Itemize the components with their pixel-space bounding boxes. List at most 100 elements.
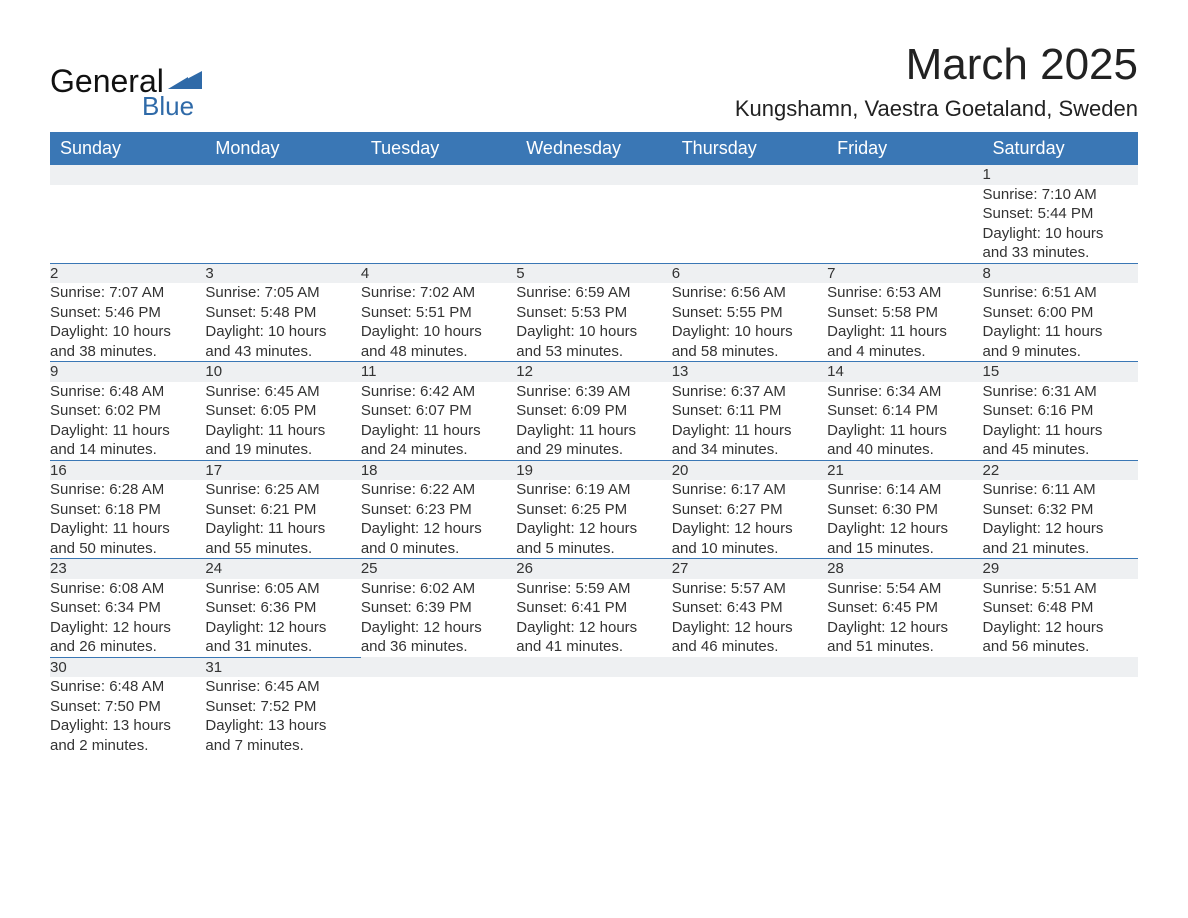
sunrise-text: Sunrise: 7:02 AM bbox=[361, 283, 516, 303]
daylight-text: and 43 minutes. bbox=[205, 342, 360, 362]
empty-cell bbox=[827, 165, 982, 185]
weekday-header-cell: Saturday bbox=[983, 132, 1138, 165]
day-details: Sunrise: 6:14 AMSunset: 6:30 PMDaylight:… bbox=[827, 480, 982, 559]
day-number: 2 bbox=[50, 263, 205, 283]
daylight-text: Daylight: 12 hours bbox=[672, 618, 827, 638]
sunset-text: Sunset: 6:41 PM bbox=[516, 598, 671, 618]
sunset-text: Sunset: 5:44 PM bbox=[983, 204, 1138, 224]
daylight-text: Daylight: 12 hours bbox=[516, 519, 671, 539]
sunrise-text: Sunrise: 6:02 AM bbox=[361, 579, 516, 599]
day-number: 11 bbox=[361, 362, 516, 382]
brand-sub: Blue bbox=[142, 91, 202, 122]
weekday-header-cell: Monday bbox=[205, 132, 360, 165]
weekday-header-cell: Tuesday bbox=[361, 132, 516, 165]
sunset-text: Sunset: 6:48 PM bbox=[983, 598, 1138, 618]
sunrise-text: Sunrise: 7:07 AM bbox=[50, 283, 205, 303]
day-number: 17 bbox=[205, 460, 360, 480]
sunrise-text: Sunrise: 6:45 AM bbox=[205, 382, 360, 402]
sunset-text: Sunset: 5:46 PM bbox=[50, 303, 205, 323]
day-details: Sunrise: 6:11 AMSunset: 6:32 PMDaylight:… bbox=[983, 480, 1138, 559]
daylight-text: Daylight: 10 hours bbox=[983, 224, 1138, 244]
daylight-text: Daylight: 11 hours bbox=[983, 322, 1138, 342]
day-number: 3 bbox=[205, 263, 360, 283]
daylight-text: Daylight: 11 hours bbox=[827, 322, 982, 342]
day-details: Sunrise: 7:05 AMSunset: 5:48 PMDaylight:… bbox=[205, 283, 360, 362]
daylight-text: Daylight: 13 hours bbox=[50, 716, 205, 736]
sunrise-text: Sunrise: 6:05 AM bbox=[205, 579, 360, 599]
daylight-text: Daylight: 11 hours bbox=[516, 421, 671, 441]
daylight-text: and 55 minutes. bbox=[205, 539, 360, 559]
header: General Blue March 2025 Kungshamn, Vaest… bbox=[50, 40, 1138, 122]
sunset-text: Sunset: 6:30 PM bbox=[827, 500, 982, 520]
day-number: 1 bbox=[983, 165, 1138, 185]
daylight-text: and 41 minutes. bbox=[516, 637, 671, 657]
daylight-text: and 26 minutes. bbox=[50, 637, 205, 657]
day-detail-row: Sunrise: 6:48 AMSunset: 6:02 PMDaylight:… bbox=[50, 382, 1138, 461]
sunrise-text: Sunrise: 6:19 AM bbox=[516, 480, 671, 500]
daylight-text: and 15 minutes. bbox=[827, 539, 982, 559]
daylight-text: Daylight: 11 hours bbox=[672, 421, 827, 441]
sunset-text: Sunset: 6:16 PM bbox=[983, 401, 1138, 421]
sunset-text: Sunset: 5:53 PM bbox=[516, 303, 671, 323]
daylight-text: Daylight: 12 hours bbox=[50, 618, 205, 638]
weekday-header-cell: Friday bbox=[827, 132, 982, 165]
daylight-text: and 9 minutes. bbox=[983, 342, 1138, 362]
day-number: 7 bbox=[827, 263, 982, 283]
daylight-text: and 7 minutes. bbox=[205, 736, 360, 756]
day-number: 22 bbox=[983, 460, 1138, 480]
sunrise-text: Sunrise: 5:59 AM bbox=[516, 579, 671, 599]
day-number-row: 1 bbox=[50, 165, 1138, 185]
sunrise-text: Sunrise: 6:17 AM bbox=[672, 480, 827, 500]
daylight-text: Daylight: 12 hours bbox=[827, 519, 982, 539]
weekday-header-cell: Thursday bbox=[672, 132, 827, 165]
daylight-text: Daylight: 10 hours bbox=[672, 322, 827, 342]
sunset-text: Sunset: 6:39 PM bbox=[361, 598, 516, 618]
sunrise-text: Sunrise: 5:54 AM bbox=[827, 579, 982, 599]
daylight-text: and 34 minutes. bbox=[672, 440, 827, 460]
daylight-text: Daylight: 10 hours bbox=[50, 322, 205, 342]
sunrise-text: Sunrise: 6:51 AM bbox=[983, 283, 1138, 303]
day-details: Sunrise: 5:54 AMSunset: 6:45 PMDaylight:… bbox=[827, 579, 982, 658]
daylight-text: and 5 minutes. bbox=[516, 539, 671, 559]
location: Kungshamn, Vaestra Goetaland, Sweden bbox=[735, 96, 1138, 122]
daylight-text: and 40 minutes. bbox=[827, 440, 982, 460]
sunrise-text: Sunrise: 5:51 AM bbox=[983, 579, 1138, 599]
daylight-text: Daylight: 10 hours bbox=[361, 322, 516, 342]
day-number: 30 bbox=[50, 657, 205, 677]
empty-cell bbox=[827, 657, 982, 677]
empty-cell bbox=[361, 657, 516, 677]
daylight-text: Daylight: 12 hours bbox=[516, 618, 671, 638]
daylight-text: and 56 minutes. bbox=[983, 637, 1138, 657]
empty-cell bbox=[205, 185, 360, 264]
daylight-text: Daylight: 12 hours bbox=[361, 519, 516, 539]
sunset-text: Sunset: 6:43 PM bbox=[672, 598, 827, 618]
sunrise-text: Sunrise: 6:22 AM bbox=[361, 480, 516, 500]
daylight-text: and 4 minutes. bbox=[827, 342, 982, 362]
empty-cell bbox=[672, 677, 827, 755]
day-number-row: 3031 bbox=[50, 657, 1138, 677]
day-number: 20 bbox=[672, 460, 827, 480]
daylight-text: and 46 minutes. bbox=[672, 637, 827, 657]
day-number: 29 bbox=[983, 559, 1138, 579]
sunrise-text: Sunrise: 6:48 AM bbox=[50, 677, 205, 697]
day-number-row: 23242526272829 bbox=[50, 559, 1138, 579]
empty-cell bbox=[827, 677, 982, 755]
day-details: Sunrise: 6:08 AMSunset: 6:34 PMDaylight:… bbox=[50, 579, 205, 658]
daylight-text: Daylight: 11 hours bbox=[827, 421, 982, 441]
sunset-text: Sunset: 6:14 PM bbox=[827, 401, 982, 421]
daylight-text: Daylight: 12 hours bbox=[205, 618, 360, 638]
day-number-row: 16171819202122 bbox=[50, 460, 1138, 480]
sunrise-text: Sunrise: 6:53 AM bbox=[827, 283, 982, 303]
day-details: Sunrise: 6:48 AMSunset: 6:02 PMDaylight:… bbox=[50, 382, 205, 461]
sunrise-text: Sunrise: 6:56 AM bbox=[672, 283, 827, 303]
title-block: March 2025 Kungshamn, Vaestra Goetaland,… bbox=[735, 40, 1138, 122]
day-details: Sunrise: 6:37 AMSunset: 6:11 PMDaylight:… bbox=[672, 382, 827, 461]
sunset-text: Sunset: 7:50 PM bbox=[50, 697, 205, 717]
day-detail-row: Sunrise: 7:10 AMSunset: 5:44 PMDaylight:… bbox=[50, 185, 1138, 264]
day-details: Sunrise: 6:22 AMSunset: 6:23 PMDaylight:… bbox=[361, 480, 516, 559]
weekday-header-cell: Sunday bbox=[50, 132, 205, 165]
sunset-text: Sunset: 6:25 PM bbox=[516, 500, 671, 520]
empty-cell bbox=[516, 165, 671, 185]
day-details: Sunrise: 6:31 AMSunset: 6:16 PMDaylight:… bbox=[983, 382, 1138, 461]
daylight-text: and 21 minutes. bbox=[983, 539, 1138, 559]
